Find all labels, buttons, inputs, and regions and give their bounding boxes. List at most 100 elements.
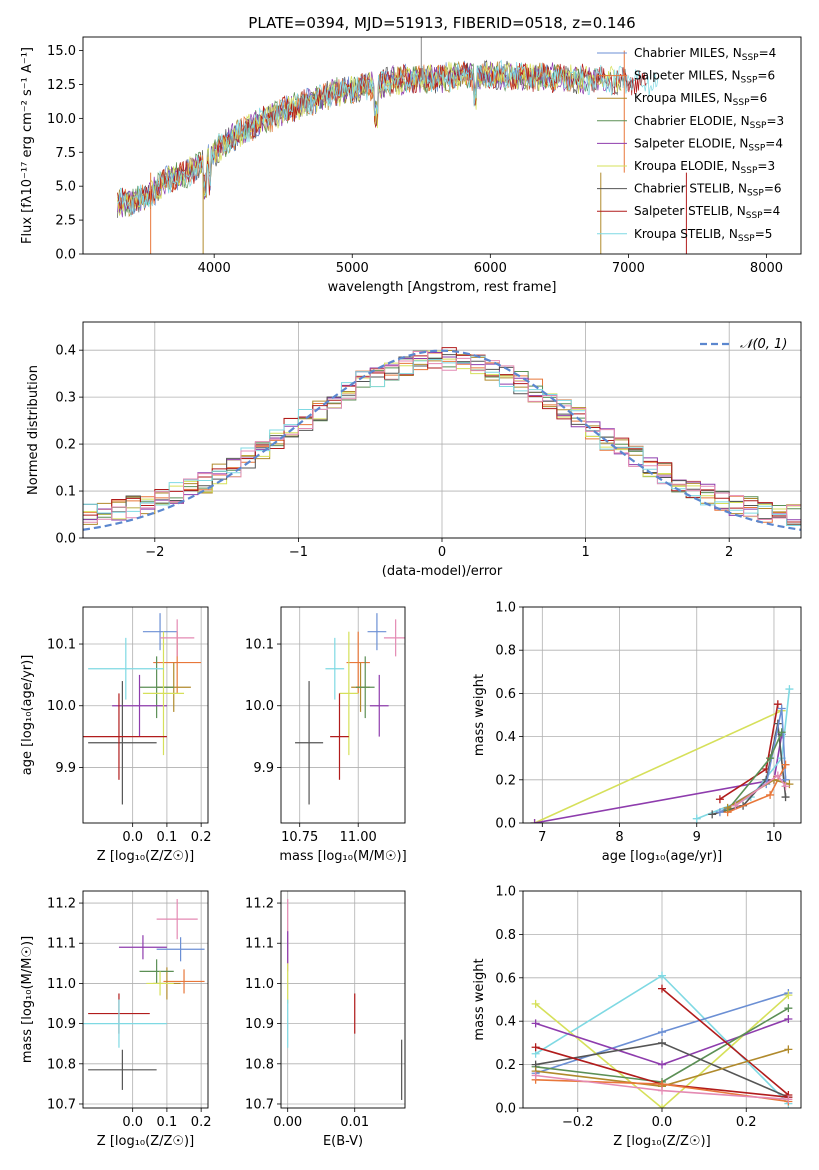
spectrum-legend-label-sub: SSP <box>733 98 750 108</box>
mass-ebv-panel: 0.00 0.01 10.7 10.8 10.9 11.0 11.1 11.2 E(B-V) <box>245 890 406 1149</box>
residuals-x-tick-label: −2 <box>145 545 164 560</box>
mass-weight-marker <box>531 1071 540 1080</box>
spectrum-legend-label: Chabrier MILES, NSSP=4 <box>634 46 776 63</box>
residuals-frame <box>82 321 802 539</box>
weight-age-x-axis-label: age [log₁₀(age/yr)] <box>602 849 723 864</box>
spectrum-legend-label-n: =4 <box>765 136 783 150</box>
weight-Z-x-tick-label: 0.2 <box>736 1115 757 1130</box>
spectrum-x-tick-label: 5000 <box>336 261 369 276</box>
residuals-x-tick-label: 2 <box>725 545 733 560</box>
residuals-y-tick-label: 0.1 <box>55 485 76 500</box>
mass-Z-plot-area <box>83 899 205 1090</box>
weight-age-frame <box>522 606 802 824</box>
mass-Z-y-tick-label: 11.0 <box>47 977 76 992</box>
spectrum-y-tick-label: 2.5 <box>55 214 76 229</box>
weight-Z-y-tick-label: 0.4 <box>495 1015 516 1030</box>
residuals-x-axis-label: (data-model)/error <box>382 564 503 579</box>
residuals-y-axis-label: Normed distribution <box>26 365 41 495</box>
spectrum-legend-label: Kroupa MILES, NSSP=6 <box>634 91 767 108</box>
spectrum-legend-label-main: Chabrier STELIB, N <box>634 182 747 196</box>
spectrum-y-tick-label: 12.5 <box>47 78 76 93</box>
spectrum-legend-label: Kroupa STELIB, NSSP=5 <box>634 227 772 244</box>
weight-age-x-tick-label: 7 <box>538 830 546 845</box>
mass-weight-marker <box>658 1038 666 1047</box>
residuals-y-tick-label: 0.3 <box>55 391 76 406</box>
spectrum-legend-label-n: =3 <box>757 159 775 173</box>
mass-ebv-y-tick-label: 11.2 <box>245 897 274 912</box>
age-Z-frame <box>82 606 209 824</box>
mass-Z-x-tick-label: 0.2 <box>191 1115 212 1130</box>
weight-Z-y-tick-label: 0.8 <box>495 928 516 943</box>
normal-legend-label: 𝒩(0, 1) <box>740 337 787 352</box>
mass-weight-marker <box>715 808 724 817</box>
mass-Z-x-tick-label: 0.1 <box>157 1115 178 1130</box>
spectrum-frame <box>82 36 802 255</box>
residuals-panel: −2 −1 0 1 2 0.0 0.1 0.2 0.3 0.4 (data-model)/error… <box>26 321 802 579</box>
residuals-x-tick-label: 1 <box>581 545 589 560</box>
age-Z-y-tick-label: 9.9 <box>55 761 76 776</box>
weight-Z-y-tick-label: 0.6 <box>495 971 516 986</box>
mass-Z-y-axis-label: mass [log₁₀(M/M☉)] <box>20 936 35 1063</box>
spectrum-legend-label-main: Salpeter ELODIE, N <box>634 136 748 150</box>
mass-weight-marker <box>777 704 786 713</box>
spectrum-legend-label: Salpeter STELIB, NSSP=4 <box>634 204 780 221</box>
spectrum-legend-label-main: Salpeter STELIB, N <box>634 204 746 218</box>
mass-weight-marker <box>785 685 794 694</box>
mass-ebv-y-tick-label: 11.0 <box>245 977 274 992</box>
residuals-x-tick-label: 0 <box>438 545 446 560</box>
spectrum-legend-label-main: Kroupa STELIB, N <box>634 227 738 241</box>
weight-age-panel: 7 8 9 10 0.0 0.2 0.4 0.6 0.8 1.0 age [log₁₀(age/yr… <box>472 601 802 864</box>
mass-ebv-y-tick-label: 10.9 <box>245 1017 274 1032</box>
spectrum-y-tick-label: 15.0 <box>47 44 76 59</box>
mass-weight-marker <box>784 991 793 1000</box>
mass-weight-marker <box>692 814 701 823</box>
age-mass-x-tick-label: 11.00 <box>340 830 377 845</box>
weight-Z-y-axis-label: mass weight <box>472 958 487 1040</box>
mass-weight-marker <box>731 801 740 810</box>
age-Z-y-tick-label: 10.0 <box>47 699 76 714</box>
age-mass-x-axis-label: mass [log₁₀(M/M☉)] <box>279 849 406 864</box>
mass-weight-marker <box>723 803 732 812</box>
spectrum-legend-label-n: =6 <box>757 69 775 83</box>
spectrum-legend-label-main: Salpeter MILES, N <box>634 69 741 83</box>
mass-weight-marker <box>658 1104 666 1108</box>
mass-weight-marker <box>784 1015 793 1024</box>
age-mass-y-tick-label: 10.1 <box>245 638 274 653</box>
spectrum-y-tick-label: 0.0 <box>55 248 76 263</box>
spectrum-x-tick-label: 4000 <box>198 261 231 276</box>
mass-weight-marker <box>773 700 782 709</box>
mass-weight-marker <box>658 1028 666 1037</box>
spectrum-legend-label: Chabrier ELODIE, NSSP=3 <box>634 114 784 131</box>
mass-Z-y-tick-label: 10.7 <box>47 1097 76 1112</box>
spectrum-legend-label-sub: SSP <box>741 166 758 176</box>
weight-age-y-tick-label: 0.0 <box>495 817 516 832</box>
mass-Z-y-tick-label: 10.8 <box>47 1057 76 1072</box>
weight-age-y-axis-label: mass weight <box>472 674 487 756</box>
weight-age-plot-area <box>530 685 794 823</box>
mass-weight-marker <box>530 819 539 823</box>
mass-ebv-x-tick-label: 0.00 <box>273 1115 302 1130</box>
age-Z-x-tick-label: 0.0 <box>122 830 143 845</box>
spectrum-legend-label-sub: SSP <box>742 53 759 63</box>
spectrum-legend-label: Salpeter ELODIE, NSSP=4 <box>634 136 783 153</box>
spectrum-x-axis-label: wavelength [Angstrom, rest frame] <box>328 280 557 295</box>
spectrum-legend-label-main: Kroupa MILES, N <box>634 91 733 105</box>
age-mass-frame <box>280 606 406 824</box>
mass-weight-line <box>534 734 783 823</box>
age-mass-panel: 10.75 11.00 9.9 10.0 10.1 mass [log₁₀(M/M☉)] <box>245 606 407 864</box>
spectrum-legend-label: Chabrier STELIB, NSSP=6 <box>634 182 782 199</box>
age-Z-y-tick-label: 10.1 <box>47 638 76 653</box>
weight-Z-x-tick-label: −0.2 <box>562 1115 594 1130</box>
spectrum-y-tick-label: 7.5 <box>55 146 76 161</box>
mass-weight-marker <box>658 984 666 993</box>
weight-Z-frame <box>522 890 802 1109</box>
residuals-x-tick-label: −1 <box>289 545 308 560</box>
age-Z-x-axis-label: Z [log₁₀(Z/Z☉)] <box>97 849 194 864</box>
mass-weight-marker <box>531 1043 540 1052</box>
mass-weight-marker <box>781 760 790 769</box>
mass-ebv-plot-area <box>287 899 403 1100</box>
spectrum-title: PLATE=0394, MJD=51913, FIBERID=0518, z=0… <box>248 14 635 32</box>
weight-age-y-tick-label: 0.8 <box>495 644 516 659</box>
age-Z-panel: 0.0 0.1 0.2 9.9 10.0 10.1 Z [log₁₀(Z/Z☉)] age [… <box>20 606 211 864</box>
age-mass-y-tick-label: 10.0 <box>245 699 274 714</box>
